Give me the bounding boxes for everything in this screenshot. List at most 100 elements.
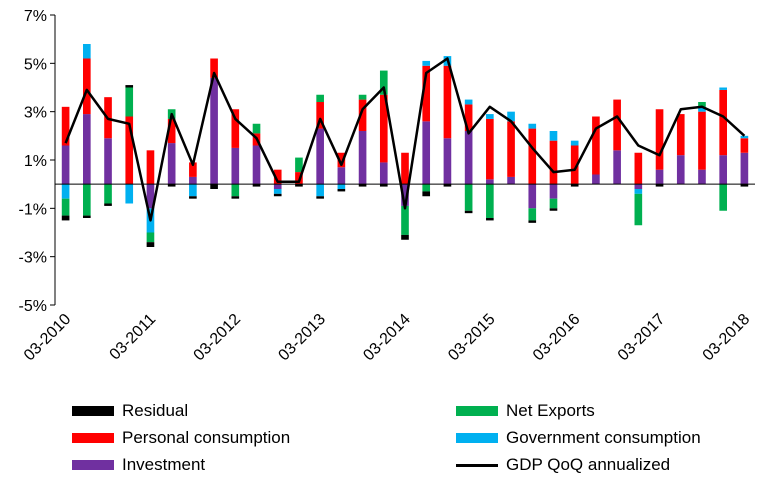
bar-investment bbox=[549, 184, 558, 199]
bar-investment bbox=[486, 179, 494, 185]
bar-personal-consumption bbox=[401, 152, 409, 185]
bar-government-consumption bbox=[337, 184, 346, 189]
bar-investment bbox=[189, 176, 197, 185]
bar-personal-consumption bbox=[210, 58, 218, 78]
legend-item-net-exports: Net Exports bbox=[456, 399, 595, 423]
bar-government-consumption bbox=[570, 140, 579, 146]
legend-swatch-investment bbox=[72, 460, 114, 470]
legend-item-government-consumption: Government consumption bbox=[456, 426, 701, 450]
bar-government-consumption bbox=[83, 44, 91, 59]
legend-swatch-net-exports bbox=[456, 406, 498, 416]
x-tick-label: 03-2015 bbox=[445, 311, 499, 365]
bar-investment bbox=[379, 162, 388, 185]
bar-net-exports bbox=[698, 102, 706, 107]
bar-investment bbox=[719, 155, 727, 185]
bar-residual bbox=[486, 218, 494, 221]
bar-net-exports bbox=[719, 184, 727, 211]
y-tick-label: 5% bbox=[24, 56, 47, 73]
bar-residual bbox=[528, 220, 537, 223]
legend-item-personal-consumption: Personal consumption bbox=[72, 426, 290, 450]
legend-label-government-consumption: Government consumption bbox=[506, 428, 701, 447]
bar-residual bbox=[464, 210, 473, 214]
bar-net-exports bbox=[464, 184, 473, 211]
bar-residual bbox=[358, 184, 367, 187]
bar-net-exports bbox=[358, 94, 367, 100]
legend-item-gdp-line: GDP QoQ annualized bbox=[456, 453, 670, 477]
bar-government-consumption bbox=[273, 189, 282, 194]
bar-net-exports bbox=[486, 184, 494, 218]
bar-investment bbox=[61, 145, 70, 185]
bar-investment bbox=[740, 152, 749, 185]
bar-investment bbox=[104, 138, 112, 185]
bar-investment bbox=[167, 143, 176, 185]
bar-personal-consumption bbox=[486, 118, 494, 180]
bar-government-consumption bbox=[698, 106, 706, 112]
y-tick-label: -3% bbox=[19, 250, 47, 267]
bar-residual bbox=[189, 196, 197, 199]
bar-investment bbox=[443, 138, 452, 185]
legend-label-investment: Investment bbox=[122, 455, 206, 474]
bar-personal-consumption bbox=[337, 152, 346, 168]
bar-residual bbox=[210, 184, 218, 189]
bar-personal-consumption bbox=[61, 106, 70, 146]
bar-government-consumption bbox=[422, 60, 431, 66]
bar-net-exports bbox=[231, 184, 240, 197]
bar-residual bbox=[125, 85, 134, 88]
bar-government-consumption bbox=[61, 184, 70, 199]
legend-label-gdp-line: GDP QoQ annualized bbox=[506, 455, 671, 474]
bar-investment bbox=[655, 169, 664, 185]
legend-label-net-exports: Net Exports bbox=[506, 401, 595, 420]
bar-personal-consumption bbox=[570, 145, 579, 185]
bar-government-consumption bbox=[316, 184, 324, 197]
bar-net-exports bbox=[125, 87, 134, 117]
legend-item-investment: Investment bbox=[72, 453, 205, 477]
bar-personal-consumption bbox=[592, 116, 600, 175]
bar-investment bbox=[358, 131, 367, 185]
bar-net-exports bbox=[146, 232, 155, 243]
bar-investment bbox=[528, 184, 537, 209]
legend: Residual Net Exports Personal consumptio… bbox=[0, 395, 760, 478]
bar-investment bbox=[676, 155, 685, 185]
bar-investment bbox=[252, 145, 261, 185]
bar-residual bbox=[295, 184, 303, 187]
bar-net-exports bbox=[316, 94, 324, 102]
bar-investment bbox=[316, 128, 324, 185]
bar-personal-consumption bbox=[443, 65, 452, 139]
bar-net-exports bbox=[379, 70, 388, 95]
bar-personal-consumption bbox=[83, 58, 91, 115]
x-tick-label: 03-2011 bbox=[107, 311, 160, 364]
bar-investment bbox=[592, 174, 600, 185]
bar-personal-consumption bbox=[507, 121, 515, 177]
bar-residual bbox=[61, 215, 70, 221]
bar-government-consumption bbox=[528, 123, 537, 129]
bar-net-exports bbox=[252, 123, 261, 134]
bar-personal-consumption bbox=[125, 116, 134, 185]
bar-personal-consumption bbox=[528, 128, 537, 185]
bar-investment bbox=[613, 150, 621, 185]
bar-personal-consumption bbox=[549, 140, 558, 185]
gdp-line-group bbox=[64, 57, 746, 222]
bar-residual bbox=[231, 196, 240, 199]
bar-net-exports bbox=[104, 184, 112, 204]
bar-stacks bbox=[61, 44, 749, 247]
bar-personal-consumption bbox=[189, 162, 197, 177]
bar-personal-consumption bbox=[698, 111, 706, 170]
legend-label-residual: Residual bbox=[122, 401, 189, 420]
bar-government-consumption bbox=[719, 87, 727, 90]
bar-residual bbox=[252, 184, 261, 187]
bar-personal-consumption bbox=[273, 169, 282, 185]
bar-net-exports bbox=[295, 157, 303, 173]
bar-investment bbox=[210, 77, 218, 185]
x-tick-label: 03-2016 bbox=[530, 311, 584, 365]
bar-residual bbox=[146, 242, 155, 247]
bar-net-exports bbox=[83, 184, 91, 216]
bar-government-consumption bbox=[464, 99, 473, 105]
x-tick-label: 03-2017 bbox=[615, 311, 669, 365]
bar-personal-consumption bbox=[231, 109, 240, 148]
bar-government-consumption bbox=[507, 111, 515, 122]
bar-residual bbox=[167, 184, 176, 187]
bar-net-exports bbox=[528, 208, 537, 221]
bar-investment bbox=[273, 184, 282, 189]
bar-personal-consumption bbox=[634, 152, 643, 185]
legend-swatch-gdp-line bbox=[456, 463, 498, 467]
